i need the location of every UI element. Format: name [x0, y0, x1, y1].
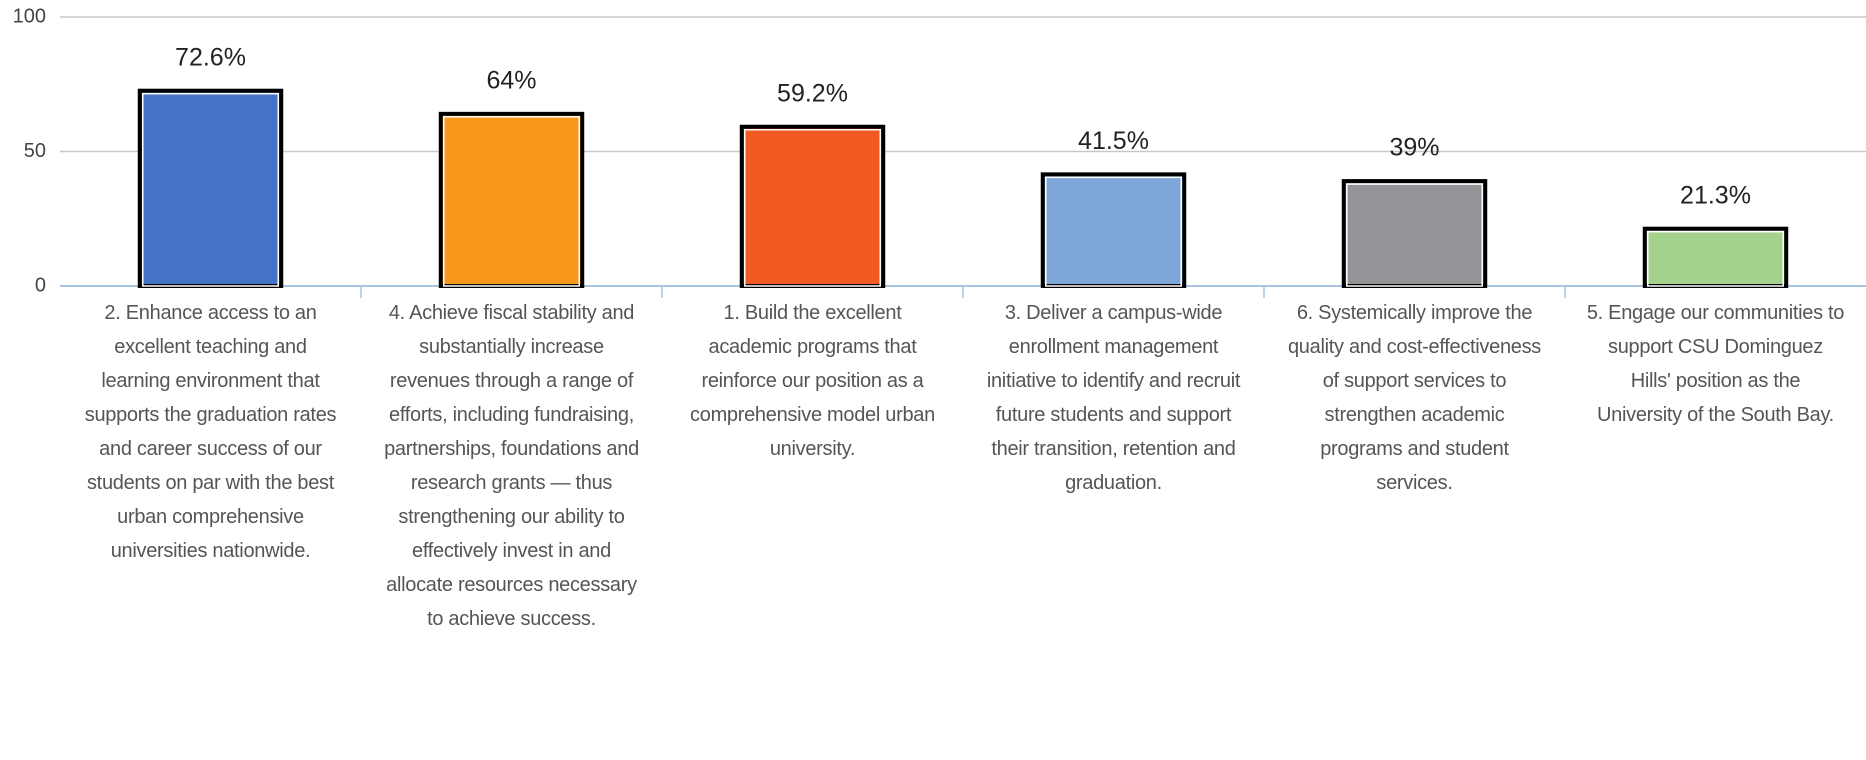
data-label: 21.3%	[1680, 181, 1751, 209]
y-tick-label: 50	[24, 140, 46, 162]
x-tick-label: 6. Systemically improve the quality and …	[1287, 302, 1541, 494]
bar-inner-outline	[1346, 183, 1483, 287]
bar-inner-outline	[744, 129, 881, 287]
data-label: 59.2%	[777, 79, 848, 107]
y-tick-label: 0	[35, 274, 46, 296]
bar	[438, 111, 585, 288]
x-tick-label: 1. Build the excellent academic programs…	[690, 302, 935, 460]
x-tick-label: 2. Enhance access to an excellent teachi…	[84, 302, 337, 562]
bar	[1642, 226, 1789, 289]
x-tick-label: 3. Deliver a campus-wide enrollment mana…	[986, 302, 1241, 494]
bar	[1040, 172, 1187, 289]
x-tick-label: 4. Achieve fiscal stability and substant…	[384, 302, 639, 630]
x-tick-label-box: 1. Build the excellent academic programs…	[690, 302, 935, 460]
bar	[739, 124, 886, 288]
x-tick-label: 5. Engage our communities to support CSU…	[1586, 302, 1845, 426]
bar-inner-outline	[1647, 230, 1784, 287]
bar-inner-outline	[443, 116, 580, 287]
x-tick-label-box: 4. Achieve fiscal stability and substant…	[384, 302, 639, 630]
bar-inner-outline	[1045, 176, 1182, 287]
x-tick-label-box: 5. Engage our communities to support CSU…	[1586, 302, 1845, 426]
x-tick-label-box: 2. Enhance access to an excellent teachi…	[84, 302, 337, 562]
data-label: 41.5%	[1078, 127, 1149, 155]
x-tick-label-box: 3. Deliver a campus-wide enrollment mana…	[986, 302, 1241, 494]
data-label: 39%	[1389, 134, 1439, 162]
data-label: 72.6%	[175, 43, 246, 71]
bar	[1341, 179, 1488, 288]
bar-inner-outline	[142, 92, 279, 287]
x-tick-label-box: 6. Systemically improve the quality and …	[1287, 302, 1541, 494]
y-tick-label: 100	[13, 5, 46, 27]
bar	[137, 88, 284, 289]
data-label: 64%	[486, 66, 536, 94]
